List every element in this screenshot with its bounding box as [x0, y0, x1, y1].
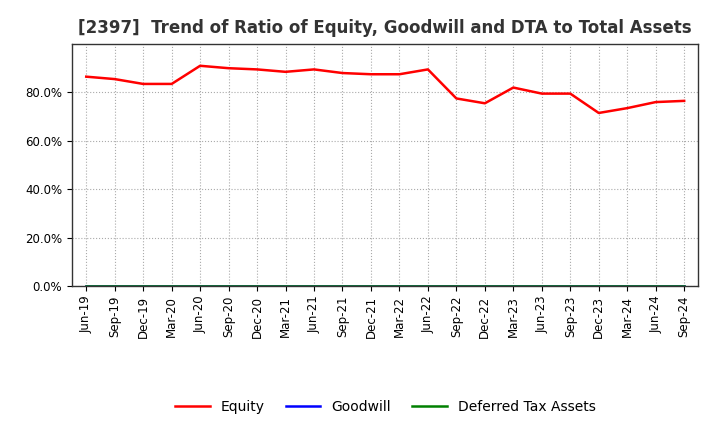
Deferred Tax Assets: [395, 283, 404, 289]
Deferred Tax Assets: [537, 283, 546, 289]
Goodwill: [509, 283, 518, 289]
Deferred Tax Assets: [480, 283, 489, 289]
Goodwill: [395, 283, 404, 289]
Goodwill: [82, 283, 91, 289]
Goodwill: [623, 283, 631, 289]
Equity: [366, 72, 375, 77]
Goodwill: [595, 283, 603, 289]
Equity: [282, 69, 290, 74]
Deferred Tax Assets: [196, 283, 204, 289]
Deferred Tax Assets: [139, 283, 148, 289]
Equity: [480, 101, 489, 106]
Equity: [139, 81, 148, 87]
Deferred Tax Assets: [82, 283, 91, 289]
Equity: [423, 67, 432, 72]
Deferred Tax Assets: [282, 283, 290, 289]
Equity: [623, 106, 631, 111]
Equity: [310, 67, 318, 72]
Goodwill: [196, 283, 204, 289]
Equity: [196, 63, 204, 68]
Goodwill: [338, 283, 347, 289]
Deferred Tax Assets: [110, 283, 119, 289]
Goodwill: [366, 283, 375, 289]
Equity: [595, 110, 603, 116]
Deferred Tax Assets: [623, 283, 631, 289]
Line: Equity: Equity: [86, 66, 684, 113]
Equity: [110, 77, 119, 82]
Deferred Tax Assets: [167, 283, 176, 289]
Equity: [652, 99, 660, 105]
Equity: [395, 72, 404, 77]
Goodwill: [423, 283, 432, 289]
Equity: [509, 85, 518, 90]
Goodwill: [480, 283, 489, 289]
Equity: [253, 67, 261, 72]
Equity: [452, 96, 461, 101]
Equity: [566, 91, 575, 96]
Goodwill: [652, 283, 660, 289]
Goodwill: [537, 283, 546, 289]
Equity: [167, 81, 176, 87]
Goodwill: [167, 283, 176, 289]
Goodwill: [566, 283, 575, 289]
Deferred Tax Assets: [366, 283, 375, 289]
Goodwill: [680, 283, 688, 289]
Title: [2397]  Trend of Ratio of Equity, Goodwill and DTA to Total Assets: [2397] Trend of Ratio of Equity, Goodwil…: [78, 19, 692, 37]
Equity: [225, 66, 233, 71]
Deferred Tax Assets: [595, 283, 603, 289]
Deferred Tax Assets: [253, 283, 261, 289]
Deferred Tax Assets: [423, 283, 432, 289]
Goodwill: [253, 283, 261, 289]
Equity: [537, 91, 546, 96]
Deferred Tax Assets: [225, 283, 233, 289]
Goodwill: [282, 283, 290, 289]
Goodwill: [139, 283, 148, 289]
Equity: [680, 98, 688, 103]
Deferred Tax Assets: [310, 283, 318, 289]
Deferred Tax Assets: [652, 283, 660, 289]
Goodwill: [225, 283, 233, 289]
Deferred Tax Assets: [566, 283, 575, 289]
Deferred Tax Assets: [452, 283, 461, 289]
Deferred Tax Assets: [680, 283, 688, 289]
Deferred Tax Assets: [509, 283, 518, 289]
Goodwill: [310, 283, 318, 289]
Legend: Equity, Goodwill, Deferred Tax Assets: Equity, Goodwill, Deferred Tax Assets: [169, 394, 601, 419]
Goodwill: [110, 283, 119, 289]
Equity: [82, 74, 91, 79]
Deferred Tax Assets: [338, 283, 347, 289]
Goodwill: [452, 283, 461, 289]
Equity: [338, 70, 347, 76]
